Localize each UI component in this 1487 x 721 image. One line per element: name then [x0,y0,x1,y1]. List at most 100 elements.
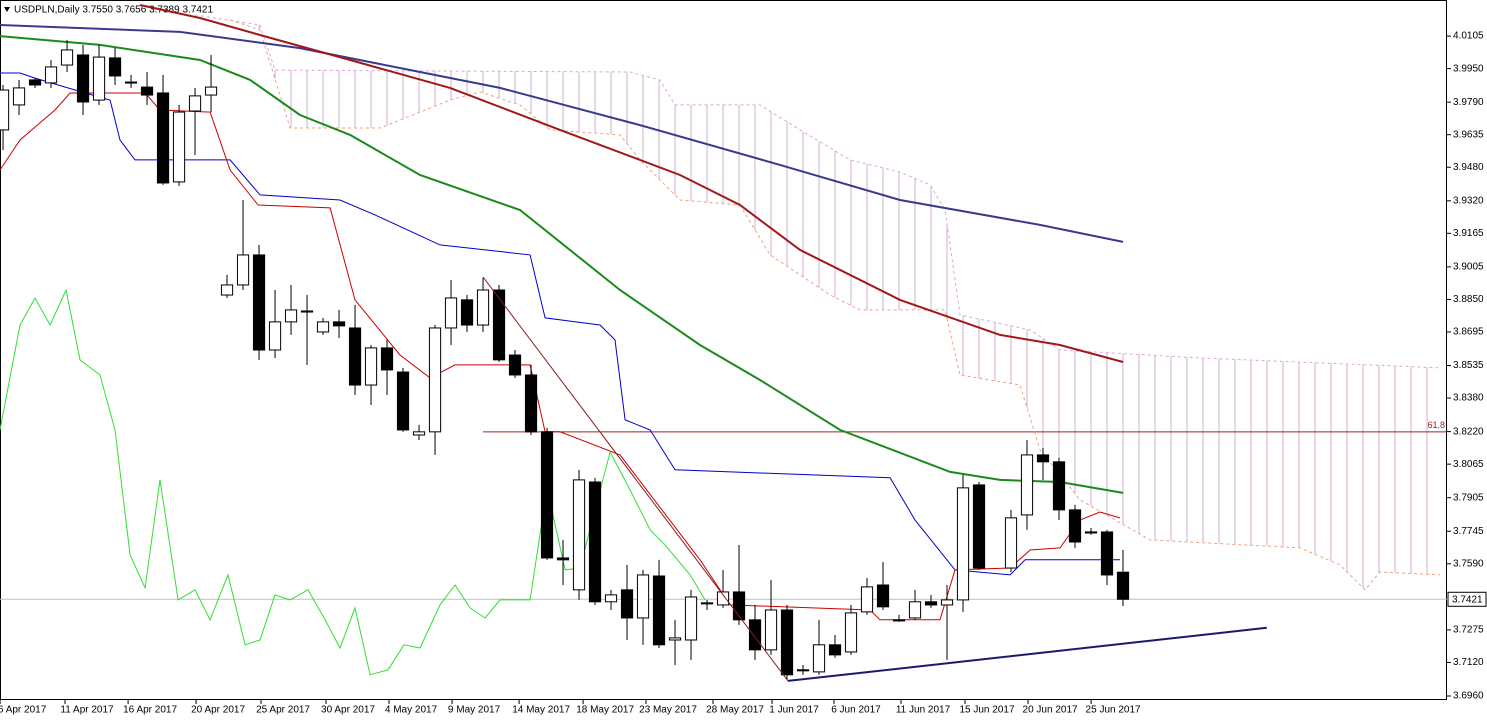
current-price-label: 3.7421 [1452,594,1483,605]
candle-body [572,479,586,591]
candle-body [316,321,330,333]
x-tick-label: 6 Apr 2017 [0,705,47,716]
y-tick-label: 3.8220 [1453,426,1484,437]
x-tick-label: 4 May 2017 [385,705,438,716]
y-tick-label: 3.9480 [1453,162,1484,173]
candle-body [764,609,778,651]
candle-body [828,644,842,656]
candle-body [300,310,314,313]
candle-body [876,584,890,608]
y-tick-label: 3.8065 [1453,459,1484,470]
candle-body [892,619,906,622]
candle-body [204,86,218,96]
indicator-line [0,35,1124,494]
candle-body [28,79,42,86]
candle-body [396,371,410,431]
candle-body [188,95,202,112]
candle-body [412,431,426,436]
y-tick-label: 3.7275 [1453,625,1484,636]
y-tick-label: 3.7905 [1453,492,1484,503]
candle-body [444,297,458,329]
indicator-line [194,14,1441,369]
candle-body [908,601,922,619]
candle-body [252,254,266,351]
candle-body [636,574,650,619]
candle-body [812,644,826,673]
candle-body [76,54,90,103]
menu-arrow[interactable] [4,7,10,12]
indicator-line [229,19,1441,591]
candle-body [156,92,170,184]
candle-body [0,89,10,131]
y-tick-label: 3.9005 [1453,262,1484,273]
candle-body [236,254,250,286]
x-tick-label: 30 Apr 2017 [321,705,375,716]
candle-body [1036,454,1050,463]
y-tick-label: 4.0105 [1453,31,1484,42]
y-tick-label: 3.9790 [1453,97,1484,108]
candle-body [860,586,874,613]
candle-body [780,609,794,676]
candle-body [716,591,730,606]
indicator-line [0,72,1120,576]
candle-body [44,66,58,84]
candle-body [1084,531,1098,534]
x-tick-label: 14 May 2017 [512,705,570,716]
candle-body [668,637,682,641]
candle-body [460,299,474,326]
x-tick-label: 1 Jun 2017 [769,705,819,716]
x-tick-label: 25 Jun 2017 [1086,705,1141,716]
chart-header: USDPLN,Daily 3.7550 3.7656 3.7389 3.7421 [14,5,213,16]
candle-body [124,81,138,84]
candle-body [524,374,538,433]
candle-body [428,327,442,433]
y-tick-label: 3.8850 [1453,294,1484,305]
y-tick-label: 3.8695 [1453,327,1484,338]
candle-body [940,599,954,606]
x-tick-label: 6 Jun 2017 [831,705,881,716]
candle-body [268,321,282,351]
x-tick-label: 18 May 2017 [576,705,634,716]
candle-body [60,49,74,66]
candle-body [684,596,698,641]
candle-body [844,612,858,653]
y-tick-label: 3.7745 [1453,526,1484,537]
x-tick-label: 20 Apr 2017 [191,705,245,716]
candle-body [220,284,234,296]
candle-body [140,86,154,96]
candle-body [956,487,970,601]
price-label-box [1447,591,1487,607]
candle-body [556,557,570,561]
candle-body [348,327,362,386]
candle-body [172,111,186,183]
candle-body [332,321,346,327]
x-tick-label: 15 Jun 2017 [959,705,1014,716]
candle-body [700,602,714,605]
candle-body [12,87,26,106]
candle-body [92,56,106,101]
y-tick-label: 3.9950 [1453,63,1484,74]
candle-body [540,431,554,559]
indicator-line [139,4,1124,363]
y-tick-label: 3.7590 [1453,558,1484,569]
candle-body [1116,571,1130,600]
candle-body [1052,461,1066,511]
candle-body [1100,531,1114,576]
y-tick-label: 3.6960 [1453,691,1484,702]
x-tick-label: 23 May 2017 [639,705,697,716]
candle-body [492,289,506,361]
candle-body [108,57,122,77]
candle-body [748,619,762,651]
y-tick-label: 3.8535 [1453,360,1484,371]
trend-line [482,276,789,682]
candle-body [732,591,746,621]
candle-body [588,481,602,603]
indicator-line [0,288,706,676]
indicator-line [0,24,1124,243]
candle-body [1020,454,1034,516]
x-tick-label: 9 May 2017 [448,705,501,716]
candle-body [380,347,394,371]
fib-label: 61.8 [1427,420,1445,430]
y-tick-label: 3.9320 [1453,195,1484,206]
